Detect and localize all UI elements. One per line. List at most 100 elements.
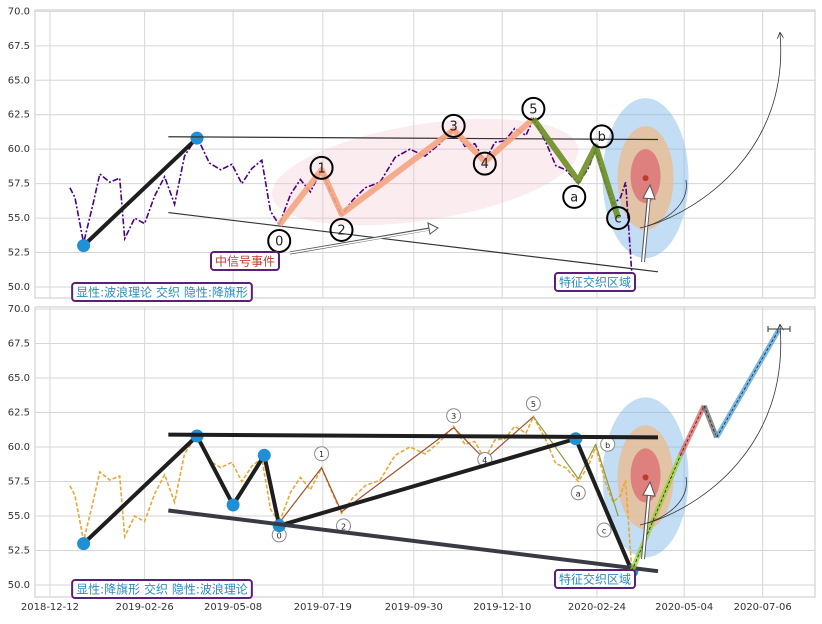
up-arrow-inner <box>642 197 650 263</box>
plot-area <box>34 306 816 598</box>
x-tick-label: 2019-12-10 <box>473 602 531 613</box>
signal-arrow-inner <box>289 228 433 254</box>
pivot-dot <box>190 131 204 145</box>
pivot-dot <box>257 448 271 462</box>
up-arrow-head <box>642 183 656 200</box>
up-arrow-head <box>642 480 656 497</box>
target-point <box>642 175 649 182</box>
wave-label-circle <box>589 124 614 149</box>
pivot-dot <box>226 498 240 512</box>
annotation: 显性:波浪理论 交织 隐性:降旗形 <box>76 285 248 300</box>
x-tick-label: 2019-05-08 <box>204 602 262 613</box>
annotation-box <box>553 569 637 589</box>
y-tick-label: 60.0 <box>8 144 30 155</box>
wave-label-circle <box>446 408 462 424</box>
wave-line <box>276 116 536 227</box>
trend-line <box>168 432 659 440</box>
wave-label: 1 <box>317 161 325 176</box>
y-tick-label: 62.5 <box>8 110 30 121</box>
y-tick-label: 50.0 <box>8 282 30 293</box>
wave-label-circle <box>472 151 497 176</box>
up-arrow-inner <box>642 494 650 560</box>
wave-label: 3 <box>450 119 458 134</box>
y-tick-label: 67.5 <box>8 339 30 350</box>
y-tick-label: 50.0 <box>8 580 30 591</box>
wave-label: a <box>576 489 581 498</box>
y-tick-label: 55.0 <box>8 511 30 522</box>
y-tick-label: 65.0 <box>8 373 30 384</box>
annotation: 中信号事件 <box>215 254 275 269</box>
trend-line <box>168 136 659 141</box>
curve-arrow <box>639 476 687 526</box>
x-tick-label: 2019-09-30 <box>385 602 443 613</box>
y-tick-label: 60.0 <box>8 442 30 453</box>
trend-line-core <box>703 405 717 438</box>
wave-label-circle <box>606 206 631 231</box>
annotation: 显性:降旗形 交织 隐性:波浪理论 <box>76 582 248 597</box>
wave-label: b <box>605 441 610 450</box>
x-tick-label: 2019-02-26 <box>116 602 174 613</box>
y-tick-label: 57.5 <box>8 477 30 488</box>
y-tick-label: 52.5 <box>8 248 30 259</box>
wave-label: 0 <box>277 531 282 540</box>
wave-line <box>530 117 621 219</box>
wave-line <box>278 416 534 524</box>
wave-label: 0 <box>275 234 283 249</box>
x-tick-label: 2019-07-19 <box>294 602 352 613</box>
y-tick-label: 55.0 <box>8 213 30 224</box>
wave-label: 5 <box>529 102 537 117</box>
wave-label-circle <box>314 446 330 462</box>
trend-line <box>82 136 199 248</box>
annotation-box <box>71 579 253 599</box>
wave-label: 3 <box>451 412 456 421</box>
range-bracket <box>767 326 791 332</box>
y-tick-label: 67.5 <box>8 41 30 52</box>
wave-label-circle <box>570 485 586 501</box>
target-point <box>642 474 649 481</box>
wave-label: 2 <box>341 522 346 531</box>
curve-arrow <box>647 325 781 524</box>
wave-label-circle <box>441 113 466 138</box>
y-tick-label: 65.0 <box>8 75 30 86</box>
pivot-dot <box>77 537 91 551</box>
wave-label-circle <box>562 184 587 209</box>
x-tick-label: 2020-05-04 <box>655 602 713 613</box>
trend-line <box>168 211 659 273</box>
x-tick-label: 2020-07-06 <box>734 602 792 613</box>
wave-label-circle <box>329 217 354 242</box>
wave-label: 4 <box>481 157 489 172</box>
wave-label: c <box>602 527 606 536</box>
wave-label: 2 <box>337 223 345 238</box>
wave-label: 1 <box>319 450 324 459</box>
annotation: 特征交织区域 <box>559 572 631 587</box>
y-tick-label: 52.5 <box>8 546 30 557</box>
wave-label-circle <box>596 522 612 538</box>
x-tick-label: 2020-02-24 <box>568 602 626 613</box>
y-tick-label: 62.5 <box>8 408 30 419</box>
curve-arrow <box>647 33 781 227</box>
y-tick-label: 70.0 <box>8 6 30 17</box>
pivot-dot <box>77 239 91 253</box>
annotation: 特征交织区域 <box>559 275 631 290</box>
annotation-box <box>553 272 637 292</box>
trend-line-core <box>716 329 780 438</box>
wave-label: c <box>615 212 622 227</box>
price-line <box>69 117 633 274</box>
curve-arrow <box>639 179 687 229</box>
wave-label: 5 <box>531 400 536 409</box>
wave-label: b <box>598 130 606 145</box>
wave-label: 4 <box>482 456 487 465</box>
trend-line-core <box>631 455 681 572</box>
wave-label: a <box>570 190 578 205</box>
wave-label-circle <box>267 228 292 253</box>
annotation-box <box>209 251 281 271</box>
x-tick-label: 2018-12-12 <box>21 602 79 613</box>
trend-line-core <box>680 405 705 456</box>
trend-line <box>168 508 659 574</box>
y-tick-label: 57.5 <box>8 179 30 190</box>
signal-arrow-head <box>427 222 439 235</box>
wave-label-circle <box>309 155 334 180</box>
annotation-box <box>71 282 253 302</box>
